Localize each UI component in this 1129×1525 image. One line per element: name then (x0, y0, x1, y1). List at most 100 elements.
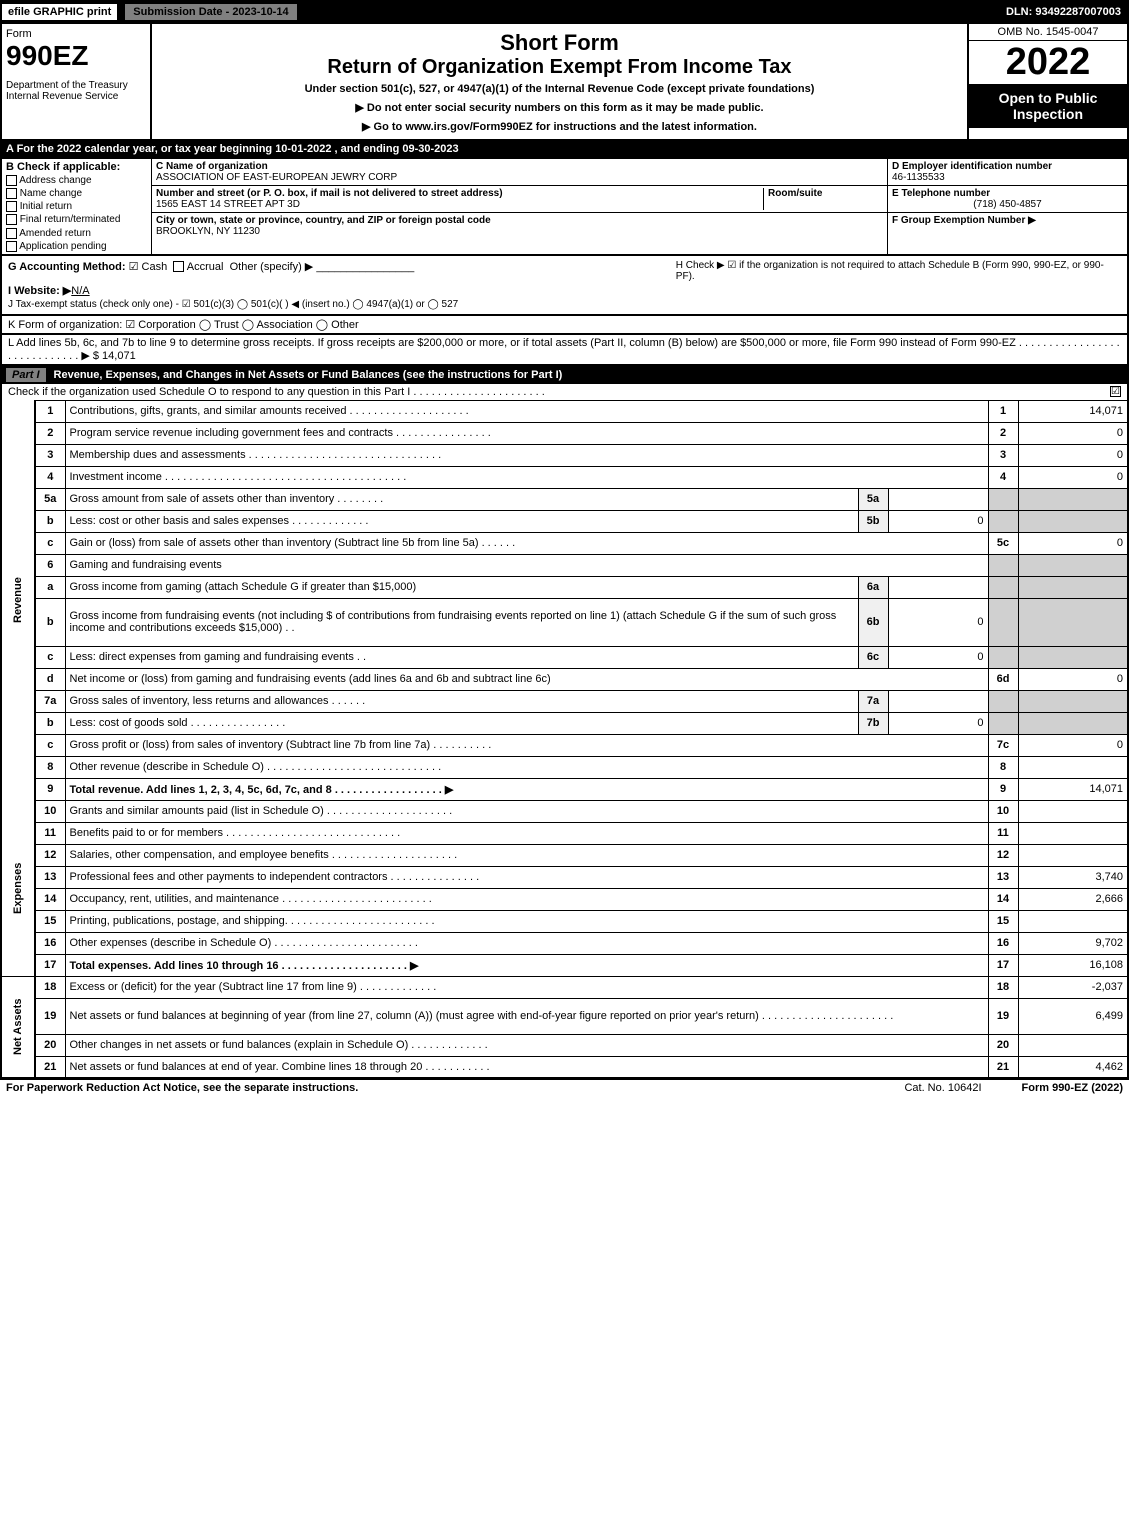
line-col: 10 (988, 800, 1018, 822)
opt-amended-return[interactable]: Amended return (6, 228, 147, 239)
line-col: 18 (988, 976, 1018, 998)
header-mid: Short Form Return of Organization Exempt… (152, 24, 967, 139)
part-i-title: Revenue, Expenses, and Changes in Net As… (54, 369, 563, 381)
line-desc: Investment income . . . . . . . . . . . … (65, 466, 988, 488)
accrual-check[interactable] (173, 261, 184, 272)
shade (1018, 690, 1128, 712)
line-num: 6 (35, 554, 65, 576)
line-desc: Net assets or fund balances at beginning… (65, 998, 988, 1034)
line-amt: 0 (1018, 668, 1128, 690)
line-desc: Professional fees and other payments to … (65, 866, 988, 888)
line-num: 2 (35, 422, 65, 444)
line-num: 16 (35, 932, 65, 954)
line-num: 7a (35, 690, 65, 712)
line-num: 18 (35, 976, 65, 998)
side-revenue: Revenue (1, 400, 35, 800)
part-i-tag: Part I (6, 368, 46, 382)
top-bar: efile GRAPHIC print Submission Date - 20… (0, 0, 1129, 24)
line-amt (1018, 756, 1128, 778)
accounting-method: G Accounting Method: ☑ Cash Accrual Othe… (8, 260, 676, 278)
ein-label: D Employer identification number (892, 161, 1123, 172)
line-num: 9 (35, 778, 65, 800)
tax-year: 2022 (969, 41, 1127, 84)
line-amt: 2,666 (1018, 888, 1128, 910)
shade (988, 576, 1018, 598)
line-desc: Less: direct expenses from gaming and fu… (65, 646, 858, 668)
line-amt: 6,499 (1018, 998, 1128, 1034)
line-amt (1018, 822, 1128, 844)
cat-number: Cat. No. 10642I (904, 1082, 981, 1094)
sub-val: 0 (888, 712, 988, 734)
line-amt (1018, 844, 1128, 866)
line-amt: 0 (1018, 444, 1128, 466)
line-desc: Occupancy, rent, utilities, and maintena… (65, 888, 988, 910)
line-num: 1 (35, 400, 65, 422)
opt-final-return[interactable]: Final return/terminated (6, 214, 147, 225)
line-amt: 4,462 (1018, 1056, 1128, 1078)
sub-col: 6c (858, 646, 888, 668)
line-col: 20 (988, 1034, 1018, 1056)
line-desc: Gross profit or (loss) from sales of inv… (65, 734, 988, 756)
line-num: 20 (35, 1034, 65, 1056)
line-desc: Gross sales of inventory, less returns a… (65, 690, 858, 712)
line-desc: Contributions, gifts, grants, and simila… (65, 400, 988, 422)
schedule-b-check: H Check ▶ ☑ if the organization is not r… (676, 260, 1121, 282)
line-col: 19 (988, 998, 1018, 1034)
line-desc: Total expenses. Add lines 10 through 16 … (65, 954, 988, 976)
block-b: B Check if applicable: Address change Na… (2, 159, 152, 254)
b-label: B Check if applicable: (6, 161, 147, 173)
ssn-note: ▶ Do not enter social security numbers o… (158, 101, 961, 114)
sub-col: 7a (858, 690, 888, 712)
shade (988, 554, 1018, 576)
line-amt: -2,037 (1018, 976, 1128, 998)
opt-initial-return[interactable]: Initial return (6, 201, 147, 212)
block-d: D Employer identification number 46-1135… (887, 159, 1127, 254)
line-col: 2 (988, 422, 1018, 444)
c-name-label: C Name of organization (156, 161, 883, 172)
shade (988, 488, 1018, 510)
section-l: L Add lines 5b, 6c, and 7b to line 9 to … (0, 335, 1129, 366)
form-header: Form 990EZ Department of the Treasury In… (0, 24, 1129, 141)
opt-name-change[interactable]: Name change (6, 188, 147, 199)
form-number: 990EZ (6, 40, 146, 72)
line-amt: 9,702 (1018, 932, 1128, 954)
line-desc: Less: cost or other basis and sales expe… (65, 510, 858, 532)
goto-link[interactable]: ▶ Go to www.irs.gov/Form990EZ for instru… (158, 120, 961, 133)
line-num: 19 (35, 998, 65, 1034)
sub-val (888, 488, 988, 510)
block-bcdef: B Check if applicable: Address change Na… (0, 157, 1129, 256)
shade (988, 690, 1018, 712)
city-state-zip: BROOKLYN, NY 11230 (156, 226, 883, 237)
opt-address-change[interactable]: Address change (6, 175, 147, 186)
line-desc: Benefits paid to or for members . . . . … (65, 822, 988, 844)
form-title: Return of Organization Exempt From Incom… (158, 56, 961, 79)
short-form: Short Form (158, 30, 961, 56)
line-desc: Program service revenue including govern… (65, 422, 988, 444)
shade (988, 598, 1018, 646)
shade (1018, 712, 1128, 734)
shade (1018, 598, 1128, 646)
cash-check[interactable]: ☑ (129, 261, 139, 273)
efile-label[interactable]: efile GRAPHIC print (0, 2, 119, 22)
street-address: 1565 EAST 14 STREET APT 3D (156, 199, 763, 210)
line-desc: Total revenue. Add lines 1, 2, 3, 4, 5c,… (65, 778, 988, 800)
shade (1018, 488, 1128, 510)
opt-application-pending[interactable]: Application pending (6, 241, 147, 252)
city-label: City or town, state or province, country… (156, 215, 883, 226)
line-col: 5c (988, 532, 1018, 554)
phone-label: E Telephone number (892, 188, 1123, 199)
schedule-o-check[interactable]: ☑ (1110, 386, 1121, 397)
line-desc: Gross income from gaming (attach Schedul… (65, 576, 858, 598)
side-expenses: Expenses (1, 800, 35, 976)
line-desc: Other revenue (describe in Schedule O) .… (65, 756, 988, 778)
gross-receipts: 14,071 (102, 350, 136, 362)
form-ref: Form 990-EZ (2022) (1022, 1082, 1123, 1094)
line-num: c (35, 734, 65, 756)
line-col: 6d (988, 668, 1018, 690)
line-num: 12 (35, 844, 65, 866)
line-desc: Membership dues and assessments . . . . … (65, 444, 988, 466)
block-c: C Name of organization ASSOCIATION OF EA… (152, 159, 887, 254)
addr-label: Number and street (or P. O. box, if mail… (156, 188, 763, 199)
line-amt (1018, 1034, 1128, 1056)
sub-val: 0 (888, 598, 988, 646)
